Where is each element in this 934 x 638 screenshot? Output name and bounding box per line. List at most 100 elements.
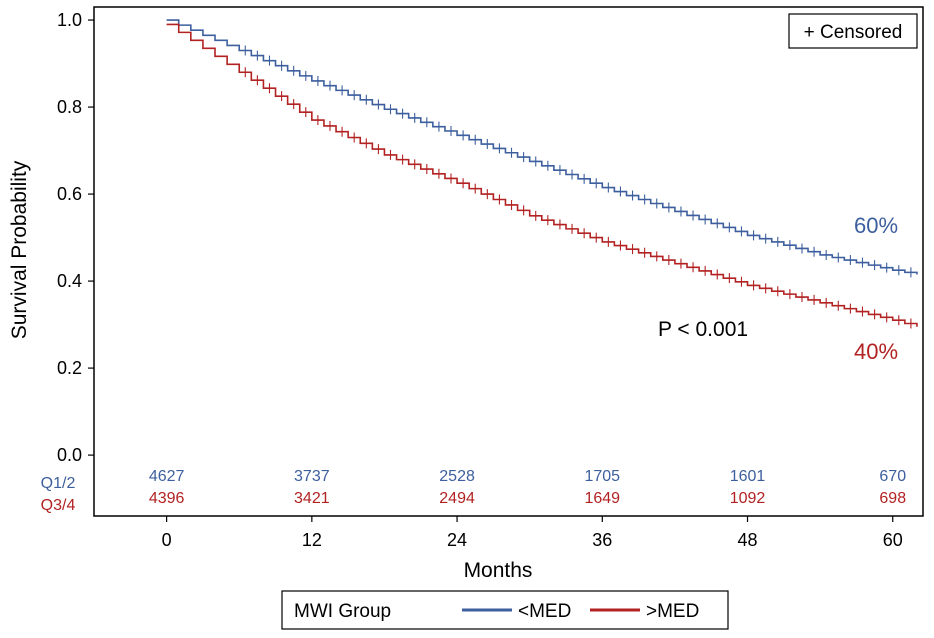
censor-mark bbox=[568, 169, 577, 180]
censor-mark bbox=[713, 269, 722, 280]
risk-row-label-1: Q1/2 bbox=[41, 475, 76, 492]
censor-mark bbox=[846, 303, 855, 314]
y-axis: 0.0 0.2 0.4 0.6 0.8 1.0 bbox=[57, 10, 94, 465]
censor-mark bbox=[773, 236, 782, 247]
censor-mark bbox=[362, 138, 371, 149]
censor-mark bbox=[906, 318, 915, 329]
censor-mark bbox=[289, 99, 298, 110]
plot-frame bbox=[93, 6, 924, 517]
legend-title: MWI Group bbox=[294, 601, 391, 622]
censor-mark bbox=[797, 243, 806, 254]
censor-mark bbox=[301, 107, 310, 118]
censor-mark bbox=[543, 215, 552, 226]
censor-mark bbox=[434, 168, 443, 179]
censor-mark bbox=[894, 265, 903, 276]
censor-mark bbox=[640, 247, 649, 258]
x-tick-label: 12 bbox=[302, 530, 322, 550]
censor-mark bbox=[398, 108, 407, 119]
y-tick-label: 0.8 bbox=[57, 97, 82, 117]
censor-mark bbox=[749, 230, 758, 241]
y-tick-label: 0.2 bbox=[57, 358, 82, 378]
x-tick-label: 36 bbox=[592, 530, 612, 550]
y-tick-label: 1.0 bbox=[57, 10, 82, 30]
series-2-end-label: 40% bbox=[854, 339, 898, 364]
censor-mark bbox=[301, 70, 310, 81]
censored-legend-label: + Censored bbox=[804, 22, 903, 43]
censor-mark bbox=[386, 149, 395, 160]
at-risk-count: 2528 bbox=[439, 468, 475, 485]
censor-mark bbox=[834, 300, 843, 311]
censor-mark bbox=[640, 194, 649, 205]
censor-mark bbox=[652, 198, 661, 209]
censor-mark bbox=[241, 45, 250, 56]
censor-mark bbox=[604, 236, 613, 247]
censor-mark bbox=[592, 232, 601, 243]
censor-mark bbox=[422, 164, 431, 175]
censor-mark bbox=[785, 289, 794, 300]
censor-mark bbox=[265, 55, 274, 66]
censor-mark bbox=[447, 125, 456, 136]
censor-mark bbox=[689, 262, 698, 273]
censor-mark bbox=[362, 94, 371, 105]
x-tick-label: 0 bbox=[162, 530, 172, 550]
survival-curves bbox=[166, 19, 918, 329]
censor-mark bbox=[616, 240, 625, 251]
censor-mark bbox=[313, 75, 322, 86]
censor-mark bbox=[628, 244, 637, 255]
censor-mark bbox=[434, 121, 443, 132]
censor-mark bbox=[253, 75, 262, 86]
censor-mark bbox=[664, 255, 673, 266]
censor-mark bbox=[459, 130, 468, 141]
censor-mark bbox=[870, 260, 879, 271]
censor-mark bbox=[628, 190, 637, 201]
censor-mark bbox=[676, 258, 685, 269]
censor-mark bbox=[241, 67, 250, 78]
survival-curve-series-2 bbox=[166, 23, 918, 327]
at-risk-count: 670 bbox=[879, 468, 906, 485]
censor-mark bbox=[386, 104, 395, 115]
censor-mark bbox=[906, 267, 915, 278]
censor-mark bbox=[265, 83, 274, 94]
censor-mark bbox=[785, 240, 794, 251]
censor-mark bbox=[882, 262, 891, 273]
censor-mark bbox=[725, 222, 734, 233]
y-tick-label: 0.0 bbox=[57, 445, 82, 465]
censor-mark bbox=[313, 115, 322, 126]
censor-mark bbox=[580, 173, 589, 184]
at-risk-count: 2494 bbox=[439, 490, 475, 507]
censor-mark bbox=[555, 219, 564, 230]
at-risk-count: 3737 bbox=[294, 468, 330, 485]
censor-mark bbox=[737, 226, 746, 237]
censor-mark bbox=[410, 159, 419, 170]
y-tick-label: 0.6 bbox=[57, 184, 82, 204]
at-risk-count: 698 bbox=[879, 490, 906, 507]
legend-label-series-2: >MED bbox=[646, 601, 699, 622]
x-tick-label: 24 bbox=[447, 530, 467, 550]
censor-mark bbox=[543, 160, 552, 171]
censor-mark bbox=[483, 139, 492, 150]
at-risk-count: 3421 bbox=[294, 490, 330, 507]
censor-mark bbox=[749, 280, 758, 291]
censor-mark bbox=[822, 249, 831, 260]
y-axis-label: Survival Probability bbox=[8, 160, 31, 339]
censor-mark bbox=[810, 294, 819, 305]
censor-mark bbox=[761, 283, 770, 294]
censor-mark bbox=[652, 251, 661, 262]
censor-mark bbox=[858, 306, 867, 317]
censor-mark bbox=[737, 276, 746, 287]
censor-mark bbox=[325, 80, 334, 91]
censor-mark bbox=[410, 112, 419, 123]
censor-mark bbox=[519, 152, 528, 163]
censor-mark bbox=[398, 154, 407, 165]
at-risk-count: 4627 bbox=[149, 468, 185, 485]
censor-mark bbox=[531, 156, 540, 167]
at-risk-count: 1705 bbox=[584, 468, 620, 485]
y-tick-label: 0.4 bbox=[57, 271, 82, 291]
censor-mark bbox=[253, 50, 262, 61]
at-risk-count: 1092 bbox=[730, 490, 766, 507]
censor-mark bbox=[882, 312, 891, 323]
series-1-end-label: 60% bbox=[854, 213, 898, 238]
censor-mark bbox=[725, 273, 734, 284]
censor-mark bbox=[870, 309, 879, 320]
censor-mark bbox=[495, 194, 504, 205]
